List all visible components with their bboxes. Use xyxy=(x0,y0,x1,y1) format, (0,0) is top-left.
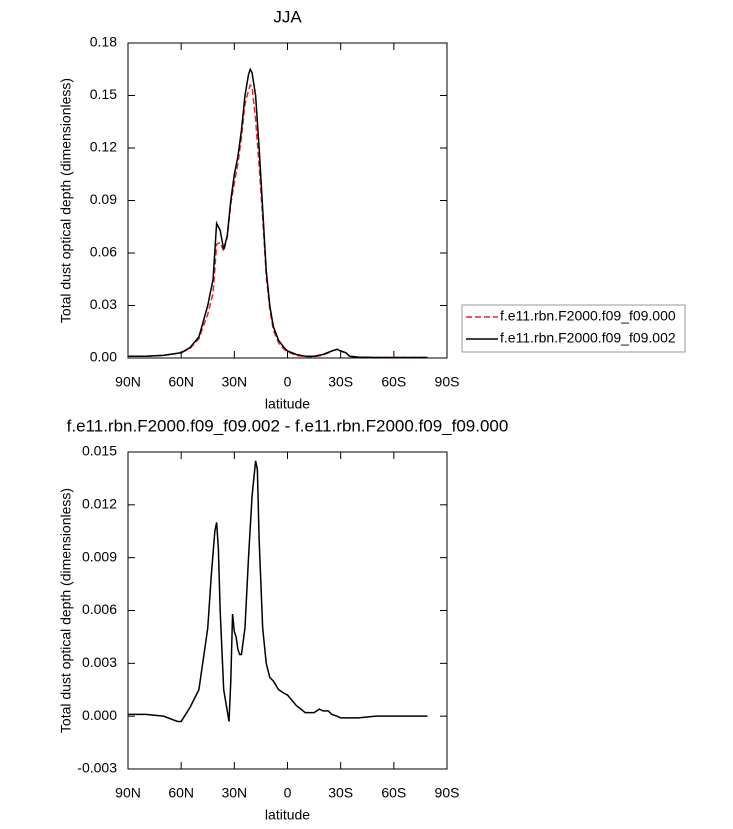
y-tick-label: 0.000 xyxy=(82,707,117,723)
x-tick-label: 90S xyxy=(435,374,460,390)
x-tick-label: 90S xyxy=(435,785,460,801)
x-tick-label: 90N xyxy=(115,785,141,801)
x-tick-label: 0 xyxy=(284,785,292,801)
y-tick-label: 0.015 xyxy=(82,443,117,459)
y-tick-label: 0.09 xyxy=(90,191,117,207)
x-tick-label: 60N xyxy=(168,785,194,801)
x-tick-label: 60S xyxy=(381,785,406,801)
y-tick-label: 0.012 xyxy=(82,496,117,512)
panel: JJA latitude Total dust optical depth (dim… xyxy=(58,7,460,411)
x-tick-label: 30N xyxy=(221,374,247,390)
plot-frame xyxy=(127,42,448,359)
x-tick-label: 0 xyxy=(284,374,292,390)
panel: f.e11.rbn.F2000.f09_f09.002 - f.e11.rbn.… xyxy=(58,416,509,822)
data-line xyxy=(128,67,428,359)
y-axis-label: Total dust optical depth (dimensionless) xyxy=(58,78,74,323)
legend-label: f.e11.rbn.F2000.f09_f09.000 xyxy=(500,308,676,324)
data-line xyxy=(128,460,428,723)
x-tick-label: 60S xyxy=(381,374,406,390)
y-tick-label: -0.003 xyxy=(77,760,117,776)
x-tick-label: 30S xyxy=(328,374,353,390)
y-tick-label: 0.006 xyxy=(82,601,117,617)
x-axis-label: latitude xyxy=(265,396,310,412)
y-tick-label: 0.06 xyxy=(90,244,117,260)
legend: f.e11.rbn.F2000.f09_f09.000 f.e11.rbn.F20… xyxy=(461,304,686,353)
y-tick-label: 0.03 xyxy=(90,296,117,312)
chart-title: f.e11.rbn.F2000.f09_f09.002 - f.e11.rbn.… xyxy=(67,416,509,435)
x-tick-label: 60N xyxy=(168,374,194,390)
x-tick-label: 30S xyxy=(328,785,353,801)
legend-box xyxy=(461,304,686,353)
legend-label: f.e11.rbn.F2000.f09_f09.002 xyxy=(500,330,676,346)
x-axis-label: latitude xyxy=(265,807,310,823)
chart-title: JJA xyxy=(273,7,302,26)
y-tick-label: 0.12 xyxy=(90,139,117,155)
plot-frame xyxy=(127,451,448,770)
y-tick-label: 0.15 xyxy=(90,86,117,102)
y-tick-label: 0.009 xyxy=(82,548,117,564)
y-tick-label: 0.00 xyxy=(90,349,117,365)
y-tick-label: 0.18 xyxy=(90,34,117,50)
data-line xyxy=(128,83,428,359)
y-tick-label: 0.003 xyxy=(82,654,117,670)
x-tick-label: 30N xyxy=(221,785,247,801)
y-axis-label: Total dust optical depth (dimensionless) xyxy=(58,488,74,733)
x-tick-label: 90N xyxy=(115,374,141,390)
